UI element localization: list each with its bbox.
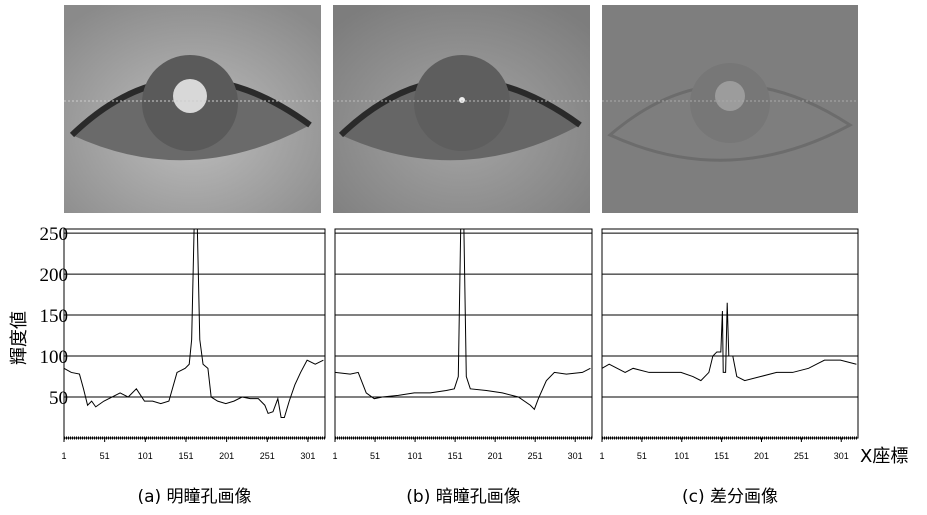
data-line: [64, 229, 323, 418]
x-tick-label: 151: [714, 451, 729, 461]
x-tick-label: 251: [528, 451, 543, 461]
x-tick-label: 251: [794, 451, 809, 461]
x-tick-label: 101: [408, 451, 423, 461]
x-tick-label: 101: [674, 451, 689, 461]
x-tick-label: 51: [100, 451, 110, 461]
data-line: [335, 229, 590, 409]
eye-image-a: [64, 5, 321, 213]
x-tick-label: 51: [637, 451, 647, 461]
caption: (a) 明瞳孔画像: [137, 487, 251, 507]
x-tick-label: 201: [754, 451, 769, 461]
y-tick-label: 200: [40, 265, 69, 286]
x-tick-label: 151: [448, 451, 463, 461]
figure: 50100150200250151101151201251301(a) 明瞳孔画…: [0, 0, 927, 515]
x-tick-label: 201: [219, 451, 234, 461]
y-tick-label: 250: [40, 224, 69, 245]
caption: (c) 差分画像: [682, 487, 778, 507]
x-tick-label: 1: [332, 451, 337, 461]
plot-frame: [64, 229, 325, 438]
x-tick-label: 301: [300, 451, 315, 461]
x-tick-label: 101: [138, 451, 153, 461]
x-tick-label: 251: [260, 451, 275, 461]
page: 50100150200250151101151201251301(a) 明瞳孔画…: [0, 0, 927, 515]
x-tick-label: 201: [488, 451, 503, 461]
plot-frame: [602, 229, 858, 438]
x-tick-label: 151: [178, 451, 193, 461]
eye-image-b: [333, 5, 590, 213]
plot-frame: [335, 229, 592, 438]
x-tick-label: 51: [370, 451, 380, 461]
x-tick-label: 1: [599, 451, 604, 461]
x-tick-label: 1: [61, 451, 66, 461]
y-tick-label: 150: [40, 306, 69, 327]
caption: (b) 暗瞳孔画像: [406, 487, 520, 507]
x-axis-title: X座標: [860, 446, 908, 467]
x-tick-label: 301: [834, 451, 849, 461]
y-tick-label: 100: [40, 347, 69, 368]
x-tick-label: 301: [568, 451, 583, 461]
y-axis-title: 輝度値: [9, 311, 30, 365]
y-tick-label: 50: [49, 388, 68, 409]
data-line: [602, 303, 856, 381]
eye-image-c: [602, 5, 858, 213]
